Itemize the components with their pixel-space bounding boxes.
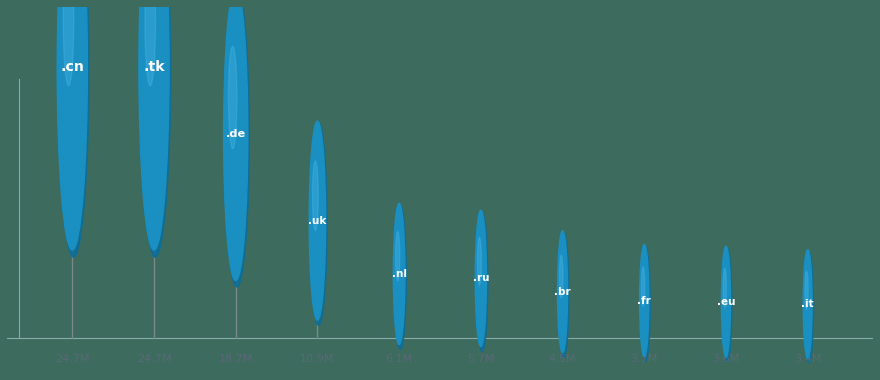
Ellipse shape — [63, 0, 74, 86]
Ellipse shape — [475, 210, 487, 347]
Ellipse shape — [559, 233, 569, 357]
Text: .de: .de — [225, 129, 246, 139]
Text: .cn: .cn — [61, 60, 84, 74]
Ellipse shape — [558, 231, 568, 353]
Ellipse shape — [640, 244, 649, 357]
Text: .it: .it — [802, 299, 814, 309]
Text: 6.1M: 6.1M — [385, 354, 413, 364]
Ellipse shape — [312, 161, 319, 231]
Ellipse shape — [229, 46, 237, 149]
Ellipse shape — [723, 268, 726, 307]
Text: 5.7M: 5.7M — [467, 354, 495, 364]
Ellipse shape — [394, 206, 407, 349]
Text: .nl: .nl — [392, 269, 407, 279]
Ellipse shape — [804, 252, 813, 363]
Text: 24.7M: 24.7M — [55, 354, 90, 364]
Text: 18.7M: 18.7M — [218, 354, 253, 364]
Text: 3.7M: 3.7M — [631, 354, 658, 364]
Ellipse shape — [58, 0, 89, 257]
Ellipse shape — [224, 0, 248, 280]
Text: 3.6M: 3.6M — [712, 354, 739, 364]
Ellipse shape — [478, 238, 481, 285]
Ellipse shape — [145, 0, 156, 86]
Ellipse shape — [560, 255, 563, 298]
Ellipse shape — [224, 0, 249, 287]
Text: .uk: .uk — [308, 215, 326, 226]
Text: .eu: .eu — [716, 297, 735, 307]
Text: 4.5M: 4.5M — [549, 354, 576, 364]
Text: 3.4M: 3.4M — [794, 354, 821, 364]
Ellipse shape — [476, 212, 488, 352]
Ellipse shape — [57, 0, 87, 250]
Ellipse shape — [805, 271, 808, 309]
Ellipse shape — [722, 249, 732, 362]
Ellipse shape — [309, 121, 326, 320]
Text: 10.9M: 10.9M — [300, 354, 334, 364]
Ellipse shape — [641, 247, 650, 361]
Text: .fr: .fr — [637, 296, 651, 306]
Ellipse shape — [139, 0, 169, 250]
Ellipse shape — [311, 123, 327, 326]
Ellipse shape — [393, 203, 405, 344]
Ellipse shape — [803, 250, 812, 358]
Ellipse shape — [642, 267, 645, 306]
Text: .br: .br — [554, 287, 571, 297]
Ellipse shape — [140, 0, 171, 257]
Text: 24.7M: 24.7M — [136, 354, 172, 364]
Text: .ru: .ru — [473, 273, 489, 283]
Ellipse shape — [722, 246, 730, 357]
Ellipse shape — [396, 231, 400, 281]
Text: .tk: .tk — [143, 60, 165, 74]
